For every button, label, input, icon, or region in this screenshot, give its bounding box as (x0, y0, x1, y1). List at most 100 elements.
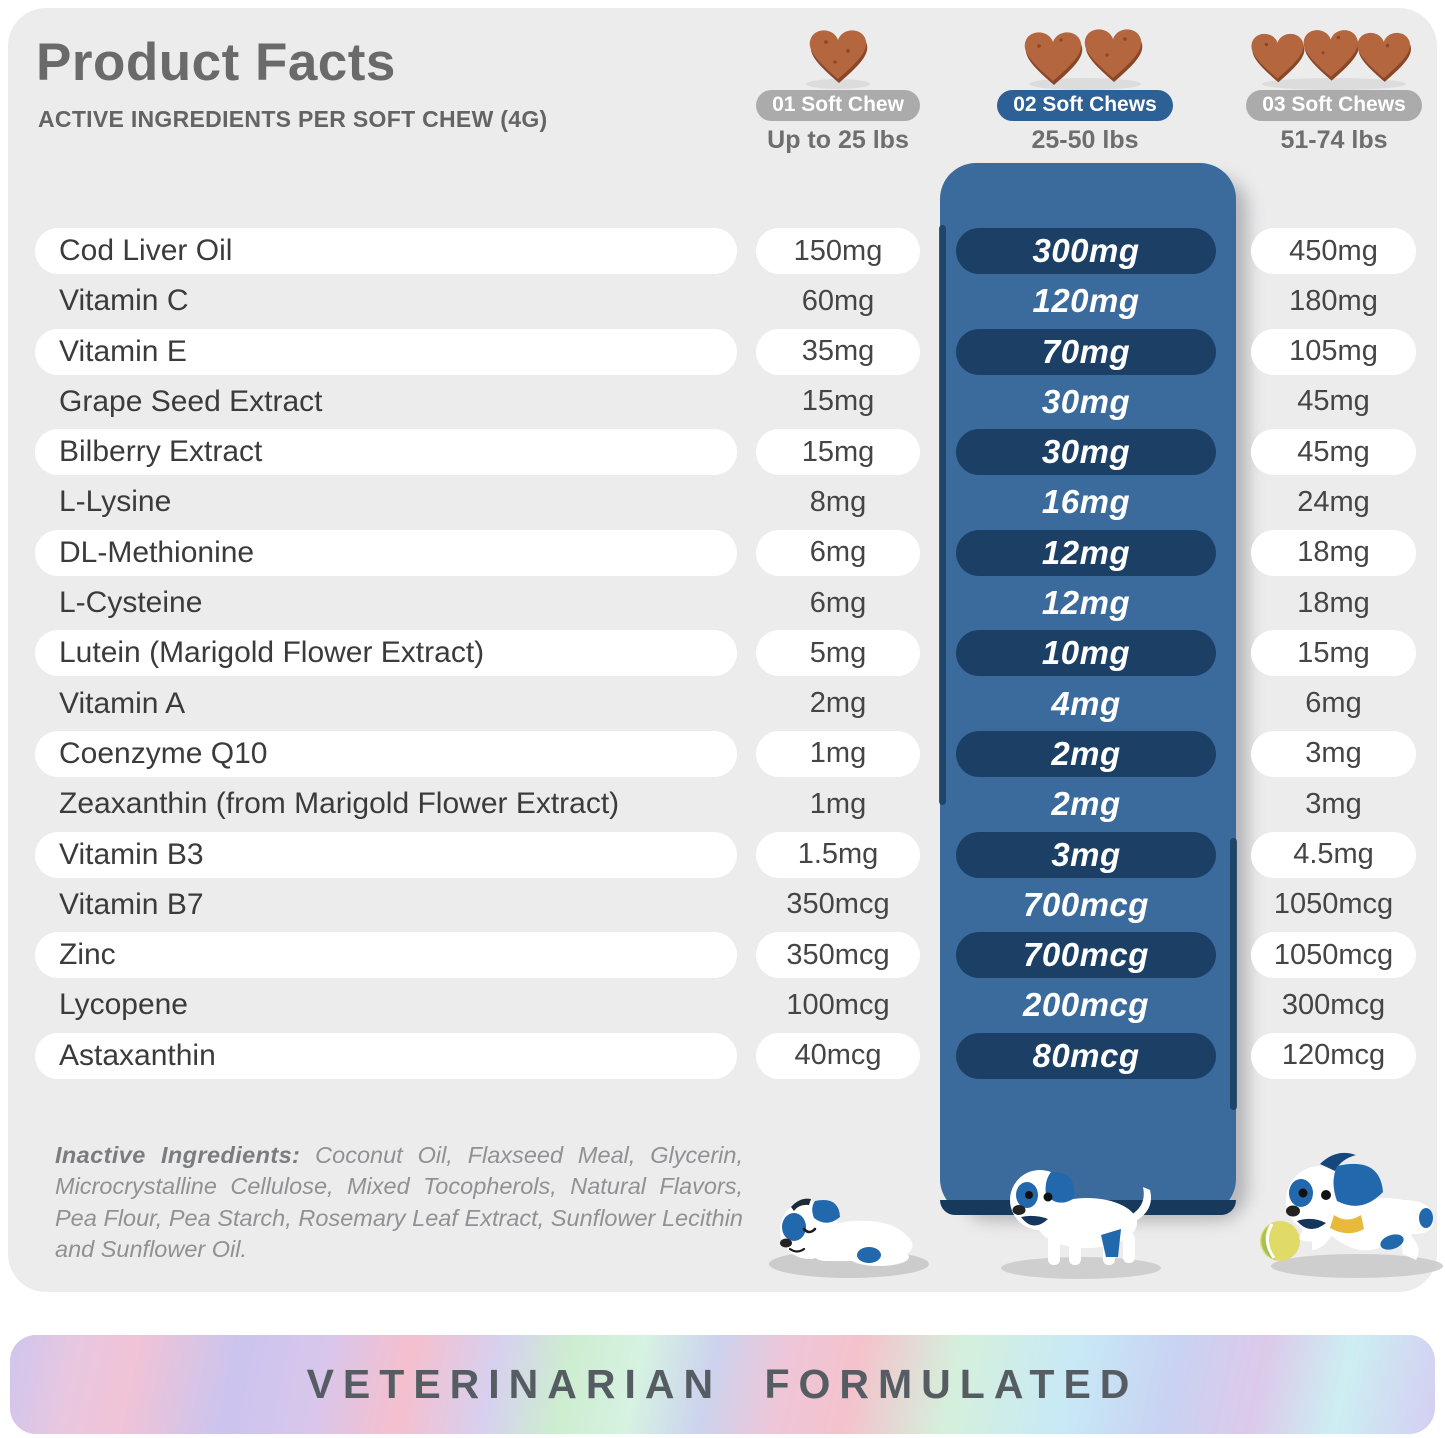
dose-3-chews-cell: 450mg (1251, 228, 1416, 274)
dose-1-chew-cell: 150mg (756, 228, 920, 274)
weight-range-3: 51-74 lbs (1280, 126, 1388, 154)
dose-3-chews-value: 1050mcg (1273, 888, 1394, 921)
table-row: Vitamin C 60mg 120mg 180mg (0, 276, 1445, 326)
dose-3-chews-cell: 18mg (1251, 529, 1416, 576)
dose-3-chews-value: 45mg (1297, 435, 1370, 468)
dose-1-chew-cell: 60mg (756, 278, 920, 324)
ingredient-name-cell: Vitamin B7 (35, 882, 737, 928)
table-row: Astaxanthin 40mcg 80mcg 120mcg (0, 1031, 1445, 1081)
table-row: Vitamin A 2mg 4mg 6mg (0, 679, 1445, 729)
table-row: L-Cysteine 6mg 12mg 18mg (0, 578, 1445, 628)
dose-2-chews-value: 10mg (1041, 634, 1131, 672)
dose-2-chews-cell: 12mg (956, 529, 1216, 576)
dose-3-chews-value: 105mg (1289, 335, 1378, 368)
ingredient-name: Vitamin A (59, 686, 186, 720)
dose-3-chews-cell: 120mcg (1251, 1032, 1416, 1079)
ingredient-name: Vitamin B7 (59, 887, 204, 921)
serving-badge-1: 01 Soft Chew (756, 90, 920, 121)
two-chews-icon (978, 20, 1192, 90)
dose-1-chew-value: 15mg (801, 385, 875, 418)
dose-3-chews-value: 3mg (1305, 737, 1362, 770)
dose-3-chews-value: 24mg (1297, 485, 1370, 518)
dose-1-chew-cell: 40mcg (756, 1032, 920, 1079)
dose-3-chews-cell: 45mg (1251, 379, 1416, 425)
dose-2-chews-value: 700mcg (1023, 885, 1149, 923)
serving-column-2: 02 Soft Chews 25-50 lbs (978, 20, 1192, 155)
table-row: DL-Methionine 6mg 12mg 18mg (0, 528, 1445, 578)
ingredient-name: Astaxanthin (59, 1038, 216, 1072)
table-row: Grape Seed Extract 15mg 30mg 45mg (0, 377, 1445, 427)
ingredient-name: DL-Methionine (59, 535, 255, 569)
dose-1-chew-value: 8mg (809, 485, 867, 518)
ingredient-name: Zeaxanthin (from Marigold Flower Extract… (59, 787, 620, 821)
dose-1-chew-value: 2mg (809, 687, 867, 720)
dose-3-chews-cell: 4.5mg (1251, 831, 1416, 878)
table-row: Zeaxanthin (from Marigold Flower Extract… (0, 779, 1445, 829)
ingredient-name: L-Lysine (59, 485, 172, 519)
ingredient-name-cell: Astaxanthin (35, 1032, 737, 1079)
dose-2-chews-cell: 12mg (956, 580, 1216, 626)
dose-2-chews-cell: 4mg (956, 681, 1216, 727)
ingredient-name: Zinc (59, 938, 116, 972)
dose-3-chews-value: 18mg (1297, 586, 1370, 619)
dose-2-chews-cell: 30mg (956, 379, 1216, 425)
dose-1-chew-value: 150mg (793, 234, 883, 267)
tennis-ball-icon (1260, 1221, 1300, 1261)
table-row: Lutein (Marigold Flower Extract) 5mg 10m… (0, 628, 1445, 678)
dose-2-chews-cell: 120mg (956, 278, 1216, 324)
ingredient-name: Cod Liver Oil (59, 234, 233, 267)
dose-2-chews-cell: 3mg (956, 831, 1216, 878)
table-row: Cod Liver Oil 150mg 300mg 450mg (0, 226, 1445, 276)
ingredient-name: Vitamin E (59, 334, 187, 368)
ingredient-name: Lycopene (59, 988, 188, 1022)
ingredient-name: Bilberry Extract (59, 435, 263, 469)
dose-2-chews-cell: 10mg (956, 630, 1216, 677)
veterinarian-formulated-banner: VETERINARIAN FORMULATED (10, 1335, 1435, 1434)
banner-text: VETERINARIAN FORMULATED (306, 1361, 1139, 1407)
dose-2-chews-cell: 2mg (956, 781, 1216, 827)
dose-1-chew-value: 350mcg (786, 938, 890, 971)
dose-1-chew-cell: 350mcg (756, 932, 920, 979)
ingredient-name-cell: Coenzyme Q10 (35, 730, 737, 777)
table-row: Lycopene 100mcg 200mcg 300mcg (0, 980, 1445, 1030)
one-chew-icon (744, 20, 932, 90)
dose-1-chew-value: 1mg (809, 737, 867, 770)
table-row: Coenzyme Q10 1mg 2mg 3mg (0, 729, 1445, 779)
dose-1-chew-cell: 5mg (756, 630, 920, 677)
dose-1-chew-value: 35mg (801, 335, 875, 368)
ingredient-name: Lutein (Marigold Flower Extract) (59, 636, 485, 670)
weight-range-2: 25-50 lbs (1031, 126, 1139, 154)
dose-3-chews-cell: 3mg (1251, 781, 1416, 827)
dose-1-chew-value: 100mcg (786, 988, 890, 1021)
dose-3-chews-cell: 180mg (1251, 278, 1416, 324)
dose-3-chews-value: 1050mcg (1273, 938, 1394, 971)
dose-1-chew-cell: 6mg (756, 580, 920, 626)
ingredient-name-cell: Cod Liver Oil (35, 228, 737, 274)
dose-2-chews-cell: 80mcg (956, 1032, 1216, 1079)
dose-2-chews-cell: 30mg (956, 429, 1216, 476)
dose-2-chews-value: 700mcg (1023, 936, 1149, 974)
dose-2-chews-value: 200mcg (1023, 986, 1149, 1024)
ingredient-name-cell: Vitamin E (35, 328, 737, 375)
dose-1-chew-cell: 15mg (756, 379, 920, 425)
dose-3-chews-cell: 15mg (1251, 630, 1416, 677)
dose-3-chews-cell: 24mg (1251, 479, 1416, 525)
ingredient-name-cell: Lycopene (35, 982, 737, 1028)
dose-3-chews-cell: 1050mcg (1251, 932, 1416, 979)
dose-3-chews-cell: 1050mcg (1251, 882, 1416, 928)
table-row: Vitamin B3 1.5mg 3mg 4.5mg (0, 830, 1445, 880)
ingredient-name-cell: DL-Methionine (35, 529, 737, 576)
dose-1-chew-value: 40mcg (794, 1039, 882, 1072)
table-row: Zinc 350mcg 700mcg 1050mcg (0, 930, 1445, 980)
ingredient-name: Vitamin C (59, 284, 189, 318)
dose-2-chews-cell: 700mcg (956, 882, 1216, 928)
dose-3-chews-value: 120mcg (1281, 1039, 1386, 1072)
dose-3-chews-cell: 300mcg (1251, 982, 1416, 1028)
dose-2-chews-value: 80mcg (1032, 1036, 1140, 1074)
dose-3-chews-cell: 105mg (1251, 328, 1416, 375)
dose-2-chews-cell: 16mg (956, 479, 1216, 525)
ingredient-name-cell: Zeaxanthin (from Marigold Flower Extract… (35, 781, 737, 827)
dose-1-chew-cell: 15mg (756, 429, 920, 476)
page-title: Product Facts (36, 33, 396, 92)
dose-3-chews-value: 300mcg (1281, 988, 1386, 1021)
